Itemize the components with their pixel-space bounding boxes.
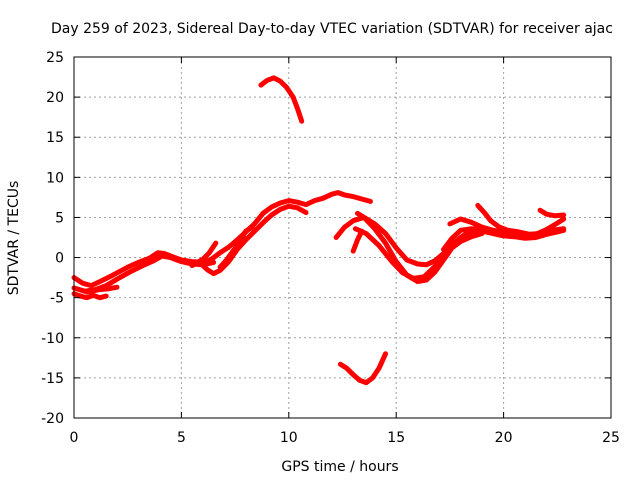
y-tick-label: -10: [41, 331, 64, 347]
series-line-arc-main: [71, 190, 373, 289]
series-line-arc-right-c: [441, 226, 567, 252]
y-tick-label: 0: [55, 251, 64, 267]
y-axis-label: SDTVAR / TECUs: [6, 181, 22, 296]
series-line-arc-right-d: [537, 207, 567, 219]
series-line-arc-right-e: [522, 231, 541, 240]
chart-title: Day 259 of 2023, Sidereal Day-to-day VTE…: [51, 21, 613, 37]
y-tick-label: 5: [55, 210, 64, 226]
series-line-arc-7b: [217, 235, 249, 270]
x-tick-label: 10: [280, 430, 298, 446]
x-tick-label: 25: [602, 430, 620, 446]
y-tick-label: 15: [46, 130, 64, 146]
x-axis-label: GPS time / hours: [281, 459, 398, 475]
x-tick-label: 0: [70, 430, 79, 446]
x-tick-label: 5: [177, 430, 186, 446]
series-line-arc-bottom: [337, 351, 388, 386]
plot-frame: [73, 56, 612, 419]
y-tick-label: 20: [46, 90, 64, 106]
series-line-arc-small: [84, 284, 120, 295]
series-line-arc-dip-d: [350, 228, 365, 254]
series-line-arc-6: [196, 203, 309, 277]
series-line-arc-right-b: [475, 202, 567, 237]
y-tick-label: -20: [41, 411, 64, 427]
y-tick-label: -5: [50, 291, 64, 307]
series-line-arc-top: [258, 75, 305, 124]
series-layer: [71, 75, 567, 386]
series-line-arc-dip-c: [352, 226, 481, 281]
series-line-arc-6b: [189, 240, 219, 269]
x-tick-label: 15: [387, 430, 405, 446]
x-tick-label: 20: [495, 430, 513, 446]
y-tick-label: 10: [46, 170, 64, 186]
tick-layer: 0 5 10 15 20 25 -20 -15 -10 -5 0 5 10 15 20 25: [41, 50, 620, 446]
series-line-arc-low: [71, 291, 109, 301]
y-tick-label: -15: [41, 371, 64, 387]
y-tick-label: 25: [46, 50, 64, 66]
